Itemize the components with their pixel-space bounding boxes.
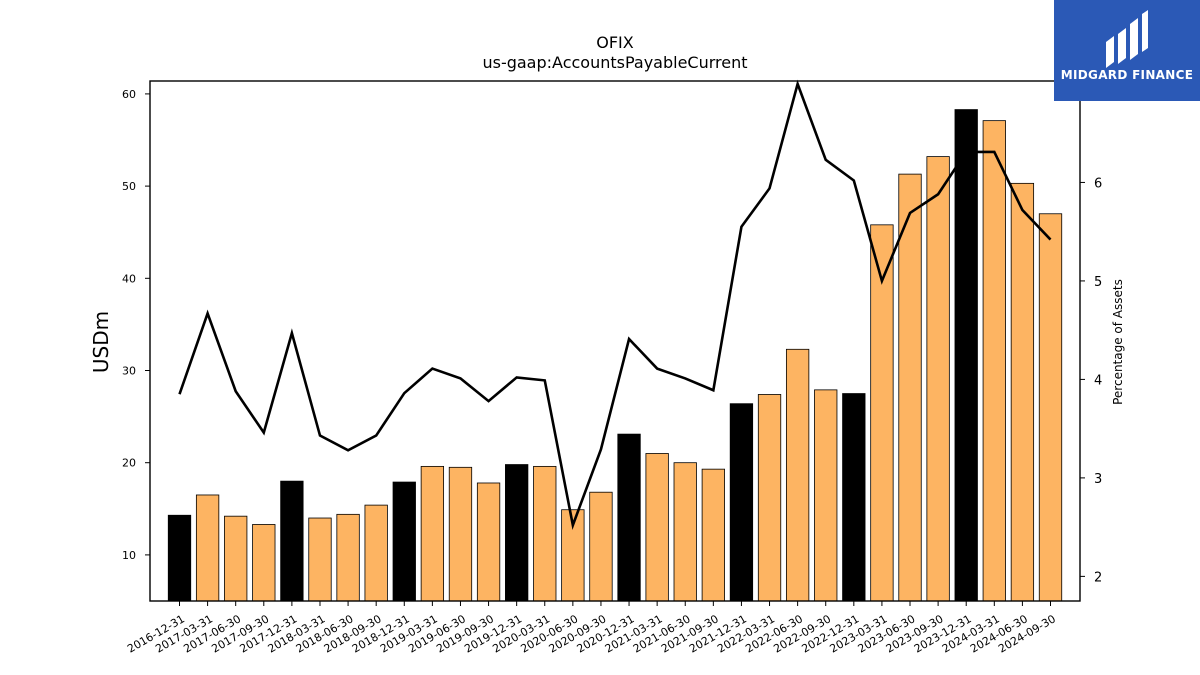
bar <box>954 109 978 602</box>
logo-text: MIDGARD FINANCE <box>1060 68 1194 82</box>
y2-tick-label: 3 <box>1094 472 1102 487</box>
bar <box>842 393 866 602</box>
bar <box>757 394 782 602</box>
bar <box>448 466 473 602</box>
bar <box>533 465 557 602</box>
bar <box>645 453 669 602</box>
bar <box>167 514 192 602</box>
bar <box>336 513 360 602</box>
bar <box>1038 213 1063 602</box>
y2-axis-label: Percentage of Assets <box>1111 279 1125 405</box>
logo: MIDGARD FINANCE <box>1054 0 1200 101</box>
bar <box>308 517 332 602</box>
bar <box>195 494 220 602</box>
bar <box>252 524 276 602</box>
bar <box>224 515 248 602</box>
y2-tick-label: 4 <box>1094 373 1102 388</box>
y2-tick-label: 5 <box>1094 275 1102 290</box>
y2-tick-label: 6 <box>1094 176 1102 191</box>
bar <box>926 156 950 602</box>
chart-title: OFIX <box>596 33 634 52</box>
bar <box>1010 182 1035 602</box>
chart-subtitle: us-gaap:AccountsPayableCurrent <box>482 53 748 72</box>
bar <box>392 481 416 602</box>
bar <box>785 348 810 602</box>
bar <box>814 389 838 602</box>
bar <box>729 403 754 602</box>
bar <box>420 465 445 602</box>
bar <box>280 480 304 602</box>
y-tick-label: 30 <box>122 365 136 378</box>
y2-tick-label: 2 <box>1094 570 1102 585</box>
y-tick-label: 40 <box>122 272 136 285</box>
y-tick-label: 50 <box>122 180 136 193</box>
logo-mark-icon <box>1106 10 1148 68</box>
bar <box>476 482 501 602</box>
y-tick-label: 20 <box>122 457 136 470</box>
plot-frame <box>149 80 1081 602</box>
bar <box>589 491 613 602</box>
bar <box>673 462 697 602</box>
bar <box>701 468 725 602</box>
y-tick-label: 60 <box>122 88 136 101</box>
bar <box>364 504 388 602</box>
bar <box>505 464 529 602</box>
y-tick-label: 10 <box>122 549 136 562</box>
y-axis-label: USDm <box>89 311 113 373</box>
series-line <box>178 79 1052 530</box>
bar <box>982 120 1006 602</box>
bar <box>617 433 641 602</box>
bar <box>898 173 922 602</box>
